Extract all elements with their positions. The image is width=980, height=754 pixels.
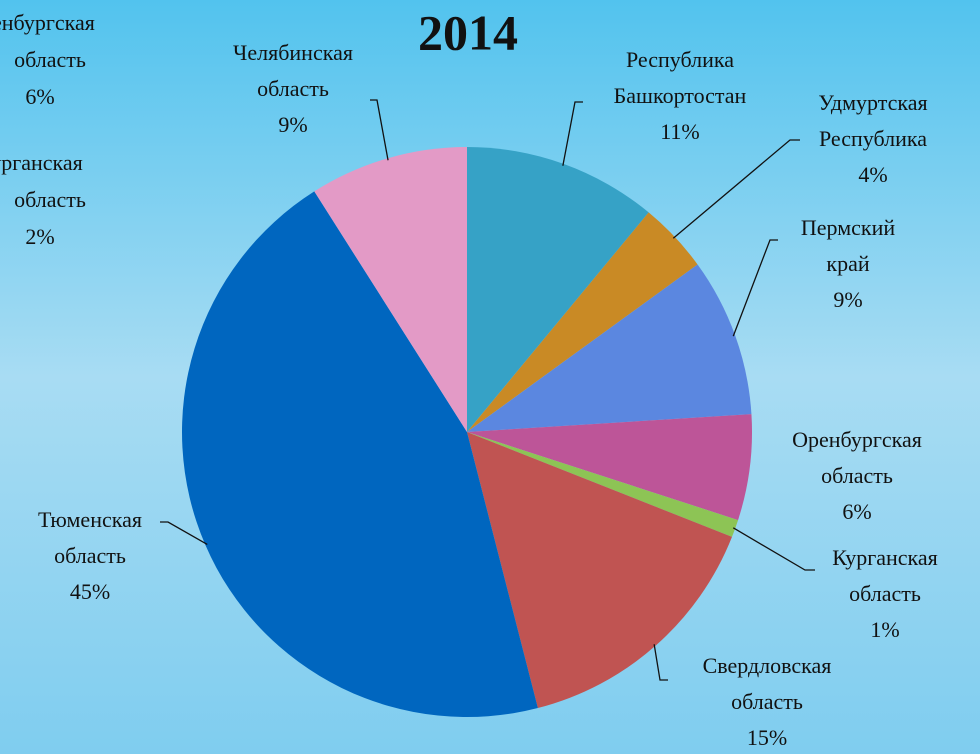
slice-label: область bbox=[54, 543, 126, 568]
value-label: 4% bbox=[858, 162, 887, 187]
pie-slice bbox=[182, 191, 538, 717]
chart-title: 2014 bbox=[418, 4, 518, 60]
leader-line bbox=[672, 139, 800, 239]
side-label: область bbox=[14, 187, 86, 212]
pie-slice bbox=[467, 147, 649, 432]
slice-label: Пермский bbox=[801, 215, 895, 240]
pie-slice bbox=[314, 147, 467, 432]
slice-label: Свердловская bbox=[703, 653, 832, 678]
slice-label: Республика bbox=[819, 126, 927, 151]
slice-label: область bbox=[849, 581, 921, 606]
leader-line bbox=[732, 527, 815, 571]
slice-label: область bbox=[821, 463, 893, 488]
pie-slice bbox=[467, 212, 698, 432]
side-value-label: 2% bbox=[25, 224, 54, 249]
pie-slice bbox=[467, 264, 752, 432]
side-label: Оренбургская bbox=[0, 10, 95, 35]
leader-line bbox=[653, 644, 668, 681]
value-label: 9% bbox=[833, 287, 862, 312]
slice-label: край bbox=[826, 251, 869, 276]
value-label: 11% bbox=[660, 119, 700, 144]
slice-label: Курганская bbox=[832, 545, 938, 570]
slice-label: Тюменская bbox=[38, 507, 142, 532]
side-label: область bbox=[14, 47, 86, 72]
leader-line bbox=[732, 239, 778, 337]
value-label: 9% bbox=[278, 112, 307, 137]
slice-label: Башкортостан bbox=[614, 83, 747, 108]
side-label: Курганская bbox=[0, 150, 83, 175]
slice-label: область bbox=[731, 689, 803, 714]
slice-label: Челябинская bbox=[233, 40, 353, 65]
value-label: 15% bbox=[747, 725, 787, 750]
leader-line bbox=[160, 521, 208, 545]
slice-label: область bbox=[257, 76, 329, 101]
value-label: 6% bbox=[842, 499, 871, 524]
leader-line bbox=[370, 99, 389, 161]
value-label: 1% bbox=[870, 617, 899, 642]
side-value-label: 6% bbox=[25, 84, 54, 109]
slice-label: Оренбургская bbox=[792, 427, 922, 452]
pie-slice bbox=[467, 432, 732, 709]
pie-slice bbox=[467, 432, 739, 537]
leader-line bbox=[562, 101, 583, 166]
pie-slice bbox=[467, 414, 752, 521]
value-label: 45% bbox=[70, 579, 110, 604]
slice-label: Удмуртская bbox=[818, 90, 927, 115]
slice-label: Республика bbox=[626, 47, 734, 72]
